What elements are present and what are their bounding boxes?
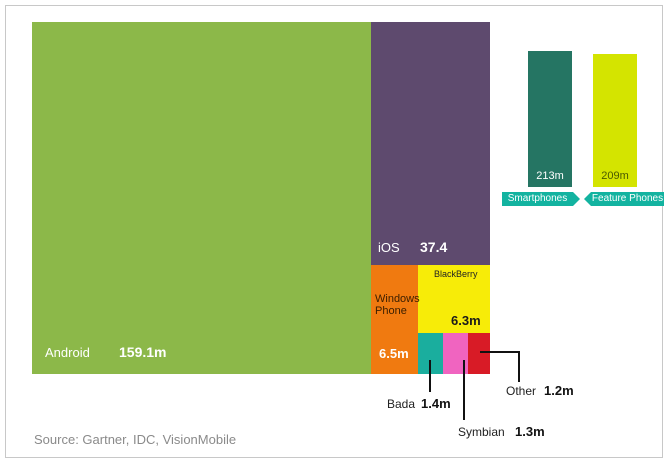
windows-phone-value: 6.5m (379, 346, 409, 361)
blackberry-value: 6.3m (451, 313, 481, 328)
treemap-block-symbian (443, 333, 468, 374)
ios-label: iOS (378, 240, 400, 255)
android-label: Android (45, 345, 90, 360)
symbian-value: 1.3m (515, 424, 545, 439)
source-caption: Source: Gartner, IDC, VisionMobile (34, 432, 237, 447)
bar-feature-phones (593, 54, 637, 187)
bar-category-feature-phones: Feature Phones (584, 192, 664, 206)
treemap-block-android (32, 22, 371, 374)
bar-smartphones (528, 51, 572, 187)
other-label: Other (506, 384, 537, 398)
other-value: 1.2m (544, 383, 574, 398)
bar-value-smartphones: 213m (536, 170, 564, 182)
treemap-block-other (468, 333, 490, 374)
treemap-block-windows-phone (371, 265, 418, 374)
windows-phone-label: Windows Phone (375, 293, 420, 318)
symbian-label: Symbian (458, 425, 505, 439)
bada-label: Bada (387, 397, 416, 411)
bar-value-feature-phones: 209m (601, 170, 629, 182)
treemap-block-ios (371, 22, 490, 265)
bar-category-smartphones: Smartphones (502, 192, 580, 206)
treemap-block-blackberry (418, 265, 490, 333)
treemap-block-bada (418, 333, 443, 374)
bada-value: 1.4m (421, 396, 451, 411)
android-value: 159.1m (119, 344, 167, 360)
blackberry-label: BlackBerry (434, 269, 478, 279)
ios-value: 37.4 (420, 239, 448, 255)
